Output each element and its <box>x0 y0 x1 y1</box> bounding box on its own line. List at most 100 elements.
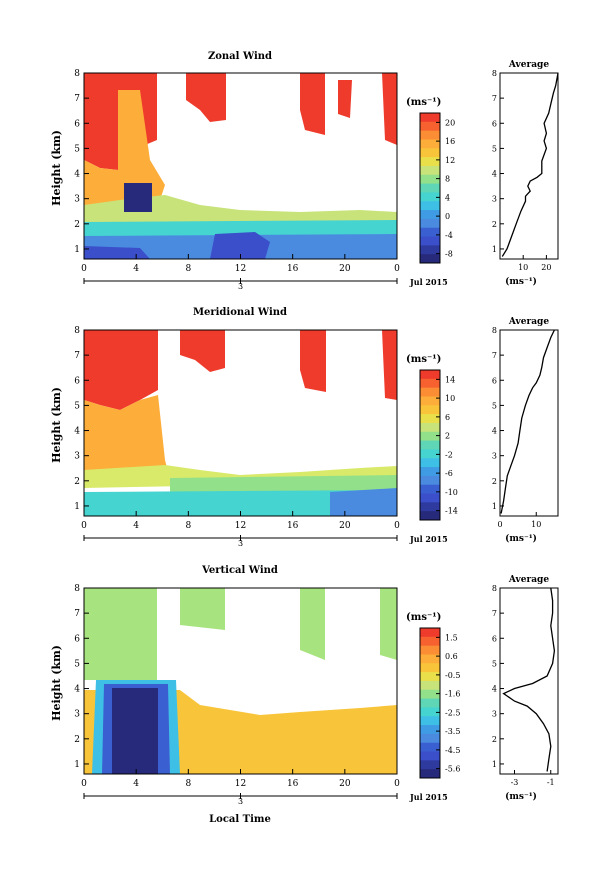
profile-title: Average <box>508 317 549 327</box>
colorbar-tick-label: 16 <box>445 137 455 146</box>
heatmap-region-strong-southerly <box>330 488 397 516</box>
y-tick-label: 5 <box>74 401 80 411</box>
profile-plot: Average 1 2 3 4 5 6 7 8 -3 -1 (ms⁻¹) <box>492 575 559 802</box>
colorbar-swatch <box>420 227 440 238</box>
colorbar-swatch <box>420 254 440 264</box>
colorbar-swatch <box>420 174 440 185</box>
x-tick-label: 8 <box>185 264 191 274</box>
y-tick-label: 3 <box>74 452 80 462</box>
profile-plot: Average 1 2 3 4 5 6 7 8 10 20 (ms⁻¹) <box>492 60 559 287</box>
colorbar-swatch <box>420 716 440 726</box>
colorbar-swatch <box>420 742 440 753</box>
x-tick-label: 0 <box>394 264 400 274</box>
profile-y-tick-label: 6 <box>492 634 497 643</box>
x-tick-label: 0 <box>81 264 87 274</box>
y-tick-label: 7 <box>74 609 80 619</box>
profile-y-tick-label: 6 <box>492 119 497 128</box>
profile-y-tick-label: 7 <box>492 351 497 360</box>
colorbar-swatch <box>420 707 440 717</box>
y-tick-label: 4 <box>74 170 80 180</box>
colorbar: (ms⁻¹) 14 10 6 2 -2 -6 -10 -14 <box>406 354 458 521</box>
colorbar-frame <box>419 112 441 264</box>
profile-x-tick-label: -1 <box>547 778 555 787</box>
x-tick-label: 8 <box>185 779 191 789</box>
colorbar-swatch <box>420 760 440 770</box>
y-tick-label: 2 <box>74 735 80 745</box>
profile-y-tick-label: 2 <box>492 220 497 229</box>
y-tick-label: 5 <box>74 144 80 154</box>
profile-line <box>501 72 559 257</box>
colorbar-tick-label: 0 <box>445 212 450 221</box>
profile-y-tick-label: 7 <box>492 609 497 618</box>
profile-frame <box>499 587 559 775</box>
heatmap-region-upper-field-4 <box>380 588 397 660</box>
colorbar-swatch <box>420 672 440 682</box>
y-tick-label: 8 <box>74 584 80 594</box>
y-tick-label: 1 <box>74 760 80 770</box>
heatmap-region-strong-northerly-2 <box>180 330 225 372</box>
y-tick-label: 8 <box>74 326 80 336</box>
y-tick-label: 1 <box>74 502 80 512</box>
y-tick-label: 4 <box>74 427 80 437</box>
date-label: Jul 2015 <box>409 277 448 287</box>
profile-y-tick-label: 3 <box>492 710 497 719</box>
heatmap-region-strong-easterly <box>84 246 150 259</box>
colorbar-tick-label: -0.5 <box>445 671 460 680</box>
profile-y-tick-label: 8 <box>492 326 497 335</box>
colorbar-tick-label: -5.6 <box>445 765 460 774</box>
profile-y-tick-label: 8 <box>492 69 497 78</box>
date-label: Jul 2015 <box>409 534 448 544</box>
profile-title: Average <box>508 60 549 70</box>
colorbar-tick-label: -4 <box>445 231 453 240</box>
colorbar-swatch <box>420 405 440 415</box>
colorbar-tick-label: -1.6 <box>445 690 460 699</box>
y-tick-label: 1 <box>74 245 80 255</box>
profile-y-tick-label: 6 <box>492 376 497 385</box>
colorbar-tick-label: 14 <box>445 375 455 384</box>
colorbar-swatch <box>420 645 440 655</box>
y-axis-label: Height (km) <box>50 387 63 463</box>
colorbar-tick-label: 8 <box>445 175 450 184</box>
colorbar-swatch <box>420 387 440 397</box>
colorbar-swatch <box>420 440 440 450</box>
colorbar-tick-label: 6 <box>445 413 450 422</box>
colorbar-swatch <box>420 139 440 149</box>
y-axis-label: Height (km) <box>50 645 63 721</box>
heatmap-region-strong-northerly <box>84 330 158 410</box>
panel-title: Meridional Wind <box>193 307 287 318</box>
colorbar-swatch <box>420 113 440 123</box>
heatmap-region-strong-westerly-5 <box>338 80 352 118</box>
colorbar-swatch <box>420 165 440 176</box>
colorbar-frame <box>419 369 441 521</box>
profile-y-tick-label: 2 <box>492 477 497 486</box>
x-tick-label: 8 <box>185 521 191 531</box>
profile-y-tick-label: 4 <box>492 427 497 436</box>
colorbar-swatch <box>420 245 440 255</box>
colorbar-swatch <box>420 636 440 647</box>
profile-x-tick-label: -3 <box>511 778 519 787</box>
colorbar: (ms⁻¹) 1.5 0.6 -0.5 -1.6 -2.5 -3.5 -4.5 -5.6 <box>406 612 460 779</box>
profile-y-tick-label: 2 <box>492 735 497 744</box>
x-tick-label: 0 <box>394 521 400 531</box>
colorbar-swatch <box>420 157 440 167</box>
profile-title: Average <box>508 575 549 585</box>
heatmap-region-downdraft-core <box>112 688 158 774</box>
profile-line <box>500 329 555 514</box>
y-tick-label: 7 <box>74 94 80 104</box>
heatmap-field <box>83 329 398 517</box>
x-tick-label: 20 <box>339 779 351 789</box>
profile-y-tick-label: 1 <box>492 760 497 769</box>
y-tick-label: 5 <box>74 659 80 669</box>
day-label: 3 <box>238 282 243 291</box>
colorbar-tick-label: -2.5 <box>445 708 460 717</box>
colorbar-swatch <box>420 210 440 220</box>
colorbar-frame <box>419 627 441 779</box>
profile-frame <box>499 329 559 517</box>
heatmap-field <box>83 587 398 775</box>
y-tick-label: 3 <box>74 710 80 720</box>
profile-y-tick-label: 7 <box>492 94 497 103</box>
profile-y-tick-label: 4 <box>492 170 497 179</box>
